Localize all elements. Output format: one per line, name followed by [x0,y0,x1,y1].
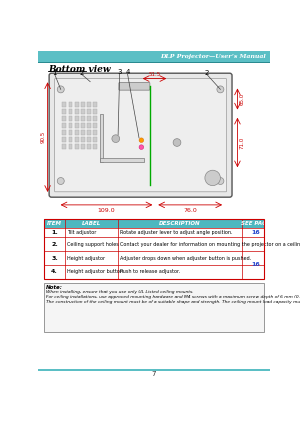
Bar [68,123,72,128]
Text: 16: 16 [252,230,260,235]
Text: 90.5: 90.5 [40,131,45,143]
Bar [75,144,79,149]
Bar [75,130,79,135]
Circle shape [205,170,220,186]
Bar [38,61,270,63]
Text: 3.: 3. [51,256,58,260]
Bar [93,103,97,107]
Bar [62,116,66,121]
Text: Adjuster drops down when adjuster button is pushed.: Adjuster drops down when adjuster button… [120,256,251,260]
Bar [81,137,85,142]
Text: Note:: Note: [46,285,63,290]
Text: 109.0: 109.0 [98,208,115,213]
Text: 2: 2 [204,70,208,76]
Bar [38,51,270,61]
Text: 71.0: 71.0 [240,137,245,149]
Bar [87,103,91,107]
Text: 1.: 1. [51,230,58,235]
Bar [93,137,97,142]
Bar [93,109,97,114]
Text: Ceiling support holes: Ceiling support holes [67,242,119,247]
Text: Tilt adjustor: Tilt adjustor [67,230,96,235]
Text: When installing, ensure that you use only UL Listed ceiling mounts.
For ceiling : When installing, ensure that you use onl… [46,290,300,304]
Bar [62,109,66,114]
Text: 4: 4 [125,69,130,75]
Bar [68,116,72,121]
Circle shape [139,138,144,142]
Bar [62,130,66,135]
Bar [62,103,66,107]
Bar [68,137,72,142]
Bar [75,123,79,128]
Text: 4.: 4. [51,269,58,274]
Text: Height adjustor: Height adjustor [67,256,105,260]
Bar [75,116,79,121]
Bar [87,130,91,135]
Text: LABEL: LABEL [82,221,101,226]
Text: Contact your dealer for information on mounting the projector on a ceiling: Contact your dealer for information on m… [120,242,300,247]
Bar [75,109,79,114]
Bar [81,144,85,149]
Bar [75,137,79,142]
Bar [87,137,91,142]
Circle shape [139,145,144,149]
Bar [87,144,91,149]
Text: 7: 7 [152,371,156,377]
FancyBboxPatch shape [119,82,150,90]
Bar [87,123,91,128]
Text: Bottom view: Bottom view [48,65,111,74]
Circle shape [112,135,120,142]
Text: ITEM: ITEM [47,221,62,226]
Text: Rotate adjuster lever to adjust angle position.: Rotate adjuster lever to adjust angle po… [120,230,232,235]
Bar [62,137,66,142]
Bar [81,123,85,128]
FancyBboxPatch shape [49,73,232,197]
Text: Push to release adjustor.: Push to release adjustor. [120,269,180,274]
Circle shape [173,139,181,146]
Bar [68,130,72,135]
Bar [44,283,264,332]
Bar [81,116,85,121]
Bar [38,369,270,371]
Text: 2.: 2. [51,242,58,247]
Bar [44,219,264,279]
Bar [75,103,79,107]
Circle shape [57,86,64,93]
Bar [81,103,85,107]
Bar [100,114,104,162]
Bar [93,144,97,149]
Text: 2: 2 [80,70,84,76]
Bar [93,123,97,128]
Bar [62,123,66,128]
Text: 65.0: 65.0 [240,92,245,105]
Text: 3: 3 [117,69,122,75]
Circle shape [217,178,224,184]
Bar [93,130,97,135]
Text: Height adjustor button: Height adjustor button [67,269,123,274]
Text: 16: 16 [252,262,260,268]
FancyBboxPatch shape [55,78,226,192]
Text: SEE PAGE: SEE PAGE [242,221,271,226]
Bar [93,116,97,121]
Text: 76.0: 76.0 [183,208,197,213]
Bar [87,116,91,121]
Bar [44,219,264,228]
Bar [87,109,91,114]
Text: DESCRIPTION: DESCRIPTION [159,221,201,226]
Text: 51.5: 51.5 [148,72,161,77]
Bar [44,228,264,279]
Bar [62,144,66,149]
Bar [68,144,72,149]
Bar [68,109,72,114]
Bar [100,158,145,162]
Bar [81,109,85,114]
Bar [68,103,72,107]
Text: DLP Projector—User’s Manual: DLP Projector—User’s Manual [160,54,266,59]
Text: 1: 1 [52,70,57,76]
Circle shape [217,86,224,93]
Circle shape [57,178,64,184]
Bar [81,130,85,135]
